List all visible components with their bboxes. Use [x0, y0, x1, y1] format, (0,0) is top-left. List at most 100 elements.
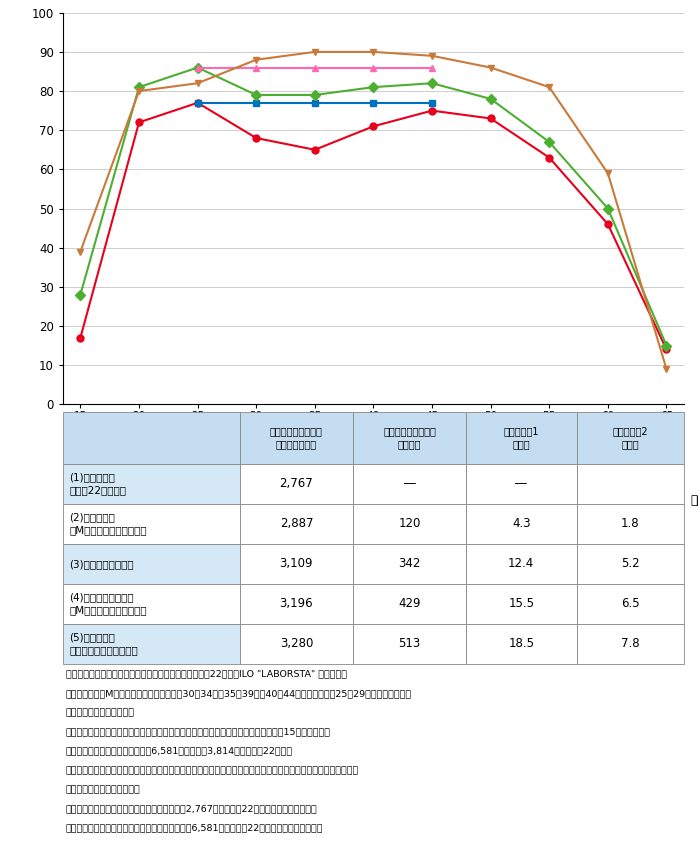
- Bar: [577, 584, 684, 624]
- (3)潜在的労働力率: [193, 62, 202, 72]
- (4)潜在的労働力率（M字カーブ解消の場合）: [311, 62, 319, 72]
- Bar: [63, 504, 240, 544]
- (4)潜在的労働力率（M字カーブ解消の場合）: [252, 62, 260, 72]
- (5)労働力率がスウェーデンと同じ場合: [252, 54, 260, 65]
- Bar: [63, 584, 240, 624]
- Text: 3,109: 3,109: [280, 558, 313, 570]
- Text: (1)労働力人口
（平成22年実績）: (1)労働力人口 （平成22年実績）: [69, 473, 126, 495]
- Bar: [466, 463, 577, 504]
- Text: (3)潜在的労働力人口: (3)潜在的労働力人口: [69, 558, 133, 569]
- (4)潜在的労働力率（M字カーブ解消の場合）: [369, 62, 378, 72]
- (4)潜在的労働力率（M字カーブ解消の場合）: [193, 62, 202, 72]
- Line: (1)労働力率（実績）: (1)労働力率（実績）: [77, 99, 670, 353]
- Line: (3)潜在的労働力率: (3)潜在的労働力率: [77, 64, 670, 349]
- (2)労働力率（M字カーブ解消の場合）: [369, 98, 378, 108]
- (5)労働力率がスウェーデンと同じ場合: [193, 78, 202, 88]
- Bar: [240, 624, 353, 664]
- (4)潜在的労働力率（M字カーブ解消の場合）: [428, 62, 436, 72]
- (1)労働力率（実績）: [311, 144, 319, 155]
- Bar: [353, 544, 466, 584]
- Bar: [577, 412, 684, 463]
- Text: 増加率２＊2
（％）: 増加率２＊2 （％）: [612, 427, 648, 449]
- Text: ４．労働力人口男女計：6,581万人，男性3,814万人（平成22年）。: ４．労働力人口男女計：6,581万人，男性3,814万人（平成22年）。: [66, 747, 293, 756]
- Bar: [466, 412, 577, 463]
- (3)潜在的労働力率: [252, 90, 260, 100]
- (2)労働力率（M字カーブ解消の場合）: [311, 98, 319, 108]
- Bar: [466, 584, 577, 624]
- Text: 増加率１＊1
（％）: 増加率１＊1 （％）: [503, 427, 539, 449]
- Bar: [353, 584, 466, 624]
- (2)労働力率（M字カーブ解消の場合）: [252, 98, 260, 108]
- (3)潜在的労働力率: [604, 203, 612, 213]
- Bar: [577, 544, 684, 584]
- Bar: [577, 624, 684, 664]
- Text: 3,280: 3,280: [280, 638, 313, 650]
- (5)労働力率がスウェーデンと同じ場合: [311, 47, 319, 57]
- Text: 2,767: 2,767: [279, 477, 313, 490]
- (1)労働力率（実績）: [193, 98, 202, 108]
- Text: ５．⑷，⑸の労働力人口の試算は，年齢階級別の人口にそれぞれのケースの年齢階級別労働力率を乗じ，: ５．⑷，⑸の労働力人口の試算は，年齢階級別の人口にそれぞれのケースの年齢階級別労…: [66, 766, 359, 775]
- Text: 6.5: 6.5: [621, 598, 639, 610]
- Bar: [466, 544, 577, 584]
- Text: 513: 513: [399, 638, 421, 650]
- Line: (5)労働力率がスウェーデンと同じ場合: (5)労働力率がスウェーデンと同じ場合: [77, 48, 670, 372]
- (3)潜在的労働力率: [76, 290, 84, 300]
- Bar: [240, 544, 353, 584]
- (5)労働力率がスウェーデンと同じ場合: [662, 364, 671, 374]
- (3)潜在的労働力率: [311, 90, 319, 100]
- Text: 1.8: 1.8: [621, 517, 639, 530]
- Text: ＊１「増加率１」：労働力人口（女性）2,767万人（平成22年）を分母とした計算。: ＊１「増加率１」：労働力人口（女性）2,767万人（平成22年）を分母とした計算…: [66, 804, 318, 813]
- Text: 定したもの。: 定したもの。: [66, 708, 135, 717]
- Bar: [353, 624, 466, 664]
- Bar: [353, 412, 466, 463]
- (3)潜在的労働力率: [135, 82, 143, 93]
- Text: (2)労働力人口
（M字カーブ解消の場合）: (2)労働力人口 （M字カーブ解消の場合）: [69, 513, 147, 535]
- Bar: [240, 412, 353, 463]
- Text: 18.5: 18.5: [508, 638, 534, 650]
- Text: 15.5: 15.5: [508, 598, 534, 610]
- (5)労働力率がスウェーデンと同じ場合: [369, 47, 378, 57]
- Bar: [63, 544, 240, 584]
- (2)労働力率（M字カーブ解消の場合）: [193, 98, 202, 108]
- Text: （歳）: （歳）: [690, 494, 698, 507]
- (5)労働力率がスウェーデンと同じ場合: [135, 86, 143, 96]
- Text: 120: 120: [399, 517, 421, 530]
- (3)潜在的労働力率: [662, 341, 671, 351]
- Bar: [353, 504, 466, 544]
- (1)労働力率（実績）: [545, 152, 554, 162]
- Text: （％）: （％）: [10, 0, 31, 1]
- Text: (4)潜在的労働力人口
（M字カーブ解消の場合）: (4)潜在的労働力人口 （M字カーブ解消の場合）: [69, 592, 147, 615]
- Bar: [240, 463, 353, 504]
- Bar: [353, 463, 466, 504]
- Bar: [466, 624, 577, 664]
- Text: ＊２「増加率２」：労働力人口（男女計）6,581万人（平成22年）を分母とした計算。: ＊２「増加率２」：労働力人口（男女計）6,581万人（平成22年）を分母とした計…: [66, 824, 323, 833]
- Text: 3,196: 3,196: [280, 598, 313, 610]
- Bar: [63, 463, 240, 504]
- (3)潜在的労働力率: [487, 94, 495, 104]
- (1)労働力率（実績）: [369, 122, 378, 132]
- Text: ―: ―: [403, 477, 415, 490]
- (5)労働力率がスウェーデンと同じ場合: [76, 246, 84, 257]
- (3)潜在的労働力率: [428, 78, 436, 88]
- Text: 4.3: 4.3: [512, 517, 530, 530]
- (5)労働力率がスウェーデンと同じ場合: [487, 62, 495, 72]
- Bar: [577, 504, 684, 544]
- (2)労働力率（M字カーブ解消の場合）: [428, 98, 436, 108]
- (1)労働力率（実績）: [135, 117, 143, 128]
- (3)潜在的労働力率: [369, 82, 378, 93]
- Line: (2)労働力率（M字カーブ解消の場合）: (2)労働力率（M字カーブ解消の場合）: [194, 99, 436, 106]
- Text: 12.4: 12.4: [508, 558, 535, 570]
- Bar: [240, 504, 353, 544]
- Text: 5.2: 5.2: [621, 558, 639, 570]
- (1)労働力率（実績）: [662, 344, 671, 354]
- Text: ―: ―: [515, 477, 527, 490]
- Text: 7.8: 7.8: [621, 638, 639, 650]
- Text: 429: 429: [399, 598, 421, 610]
- Text: ３．潜在的労働力率＝（労働力人口＋非労働力人口のうち就業希望の者）／15歳以上人口。: ３．潜在的労働力率＝（労働力人口＋非労働力人口のうち就業希望の者）／15歳以上人…: [66, 728, 331, 737]
- Text: （備考）１．総務省「労働力調査（詳細集計）」（平成22年），ILO "LABORSTA" より作成。: （備考）１．総務省「労働力調査（詳細集計）」（平成22年），ILO "LABOR…: [66, 670, 347, 679]
- Text: 実績と比べた増加分
（万人）: 実績と比べた増加分 （万人）: [383, 427, 436, 449]
- Text: (5)労働力率が
スウェーデンと同じ場合: (5)労働力率が スウェーデンと同じ場合: [69, 632, 138, 655]
- (5)労働力率がスウェーデンと同じ場合: [428, 51, 436, 61]
- Line: (4)潜在的労働力率（M字カーブ解消の場合）: (4)潜在的労働力率（M字カーブ解消の場合）: [194, 64, 436, 71]
- Text: 2,887: 2,887: [280, 517, 313, 530]
